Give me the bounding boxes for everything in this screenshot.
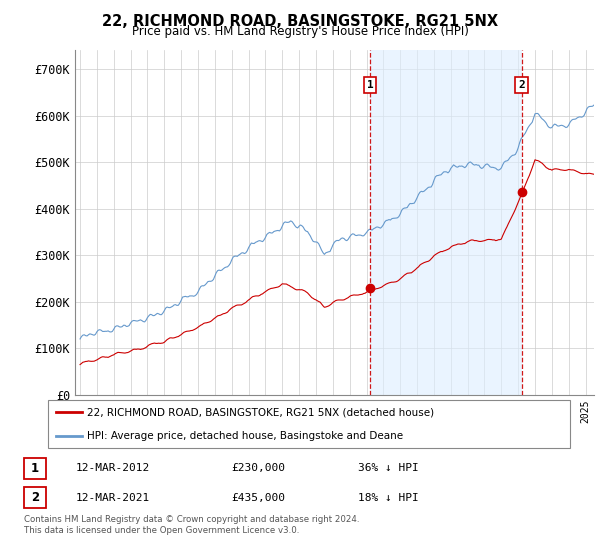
Text: 1: 1 — [31, 462, 39, 475]
Bar — [370, 50, 521, 395]
Text: HPI: Average price, detached house, Basingstoke and Deane: HPI: Average price, detached house, Basi… — [87, 431, 403, 441]
Text: 18% ↓ HPI: 18% ↓ HPI — [358, 493, 418, 503]
Bar — [24, 487, 46, 508]
Text: 1: 1 — [367, 80, 373, 90]
Text: 36% ↓ HPI: 36% ↓ HPI — [358, 463, 418, 473]
Text: 2: 2 — [31, 491, 39, 504]
Text: 22, RICHMOND ROAD, BASINGSTOKE, RG21 5NX: 22, RICHMOND ROAD, BASINGSTOKE, RG21 5NX — [102, 14, 498, 29]
Bar — [24, 458, 46, 479]
Text: 22, RICHMOND ROAD, BASINGSTOKE, RG21 5NX (detached house): 22, RICHMOND ROAD, BASINGSTOKE, RG21 5NX… — [87, 407, 434, 417]
Text: 2: 2 — [518, 80, 525, 90]
Text: 12-MAR-2012: 12-MAR-2012 — [76, 463, 149, 473]
Text: £435,000: £435,000 — [231, 493, 285, 503]
Text: Contains HM Land Registry data © Crown copyright and database right 2024.
This d: Contains HM Land Registry data © Crown c… — [24, 515, 359, 535]
Text: £230,000: £230,000 — [231, 463, 285, 473]
Text: Price paid vs. HM Land Registry's House Price Index (HPI): Price paid vs. HM Land Registry's House … — [131, 25, 469, 38]
Text: 12-MAR-2021: 12-MAR-2021 — [76, 493, 149, 503]
